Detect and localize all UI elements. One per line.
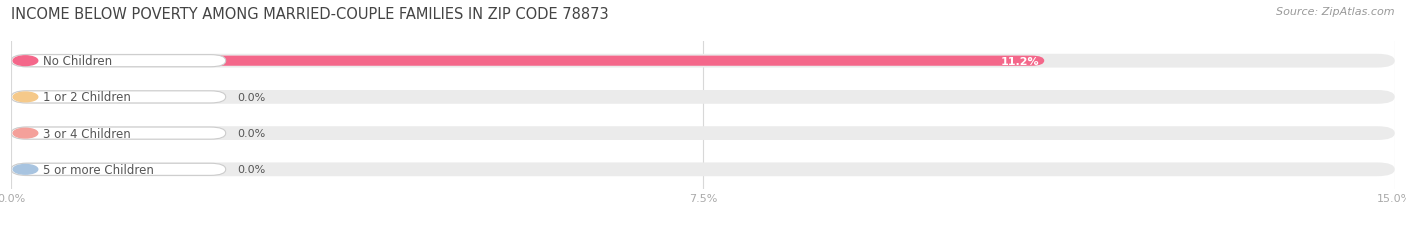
FancyBboxPatch shape	[11, 91, 1395, 104]
Text: 0.0%: 0.0%	[236, 128, 264, 139]
FancyBboxPatch shape	[11, 91, 226, 103]
FancyBboxPatch shape	[11, 56, 1045, 67]
Text: 11.2%: 11.2%	[1001, 56, 1039, 66]
Text: 0.0%: 0.0%	[236, 165, 264, 175]
Circle shape	[13, 165, 38, 174]
Text: 0.0%: 0.0%	[236, 92, 264, 103]
Text: 5 or more Children: 5 or more Children	[44, 163, 155, 176]
Text: No Children: No Children	[44, 55, 112, 68]
Circle shape	[13, 129, 38, 138]
Circle shape	[13, 93, 38, 102]
FancyBboxPatch shape	[11, 164, 226, 176]
FancyBboxPatch shape	[11, 163, 1395, 176]
Text: 3 or 4 Children: 3 or 4 Children	[44, 127, 131, 140]
Text: Source: ZipAtlas.com: Source: ZipAtlas.com	[1277, 7, 1395, 17]
FancyBboxPatch shape	[11, 128, 226, 140]
Text: 1 or 2 Children: 1 or 2 Children	[44, 91, 131, 104]
Text: INCOME BELOW POVERTY AMONG MARRIED-COUPLE FAMILIES IN ZIP CODE 78873: INCOME BELOW POVERTY AMONG MARRIED-COUPL…	[11, 7, 609, 22]
FancyBboxPatch shape	[11, 55, 1395, 68]
Circle shape	[13, 57, 38, 66]
FancyBboxPatch shape	[11, 55, 226, 67]
FancyBboxPatch shape	[11, 127, 1395, 140]
